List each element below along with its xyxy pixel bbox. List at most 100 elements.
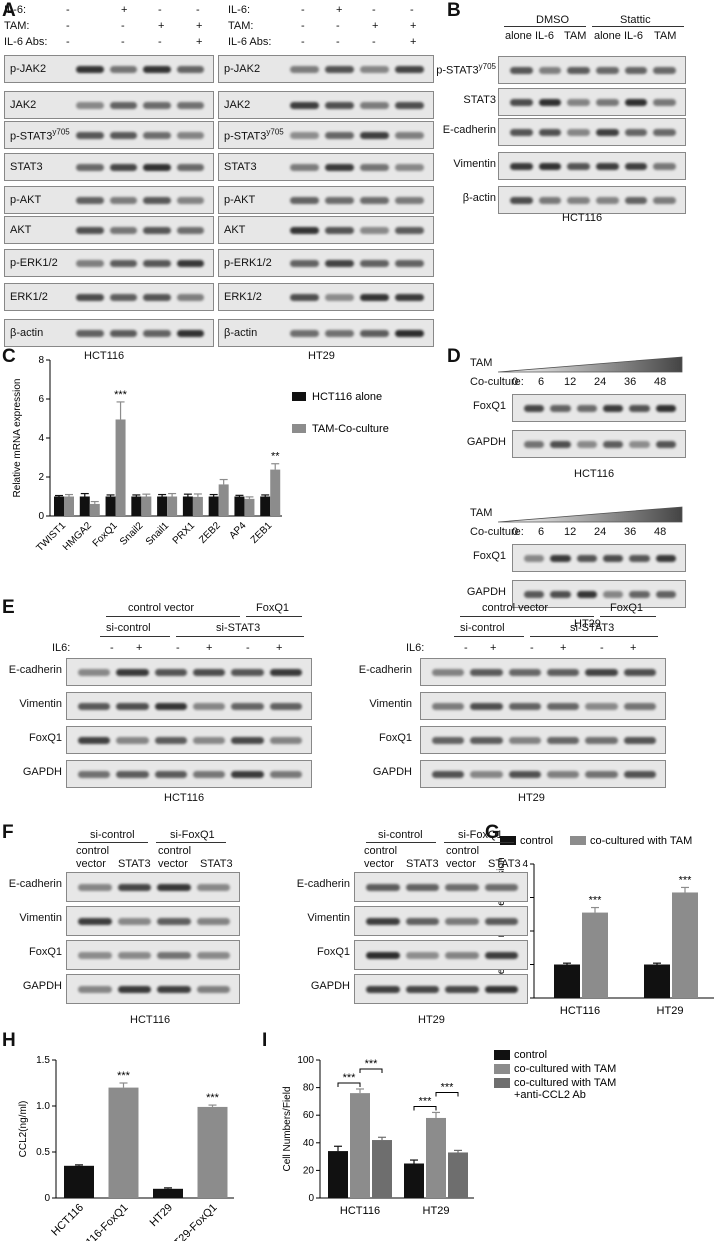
row-label-e-hct116-2: FoxQ1	[28, 732, 62, 744]
control-vector-label-e-ht29: control vector	[482, 602, 549, 614]
blot-band	[585, 668, 618, 676]
si-control-label-e-ht29: si-control	[460, 622, 505, 634]
blot-band	[109, 196, 137, 204]
blot-hct116-4: p-AKT	[4, 186, 214, 214]
blot-band	[655, 590, 676, 598]
bar-tam-co-culture	[244, 498, 255, 516]
il6-sign: +	[490, 642, 497, 654]
lane-label: TAM	[564, 30, 587, 42]
bar-co-cultured-with-tam	[672, 892, 698, 998]
significance-bracket	[413, 1105, 437, 1111]
blot-band	[76, 196, 104, 204]
group-label-stattic: Stattic	[620, 14, 651, 26]
blot-band	[231, 702, 264, 710]
y-axis-label: Cell Numbers/Field	[282, 1086, 293, 1171]
underline	[444, 842, 514, 843]
blot-band	[585, 770, 618, 778]
underline	[176, 636, 304, 637]
treatment-sign: -	[66, 4, 70, 16]
row-label-f-ht29-1: Vimentin	[307, 912, 350, 924]
blot-band	[76, 65, 104, 73]
panel-label-h: H	[2, 1030, 16, 1051]
blot-band	[395, 101, 424, 109]
blot-band	[470, 770, 503, 778]
significance-marker: ***	[679, 874, 693, 886]
blot-band	[290, 259, 319, 267]
blot-band	[524, 404, 545, 412]
phospho-site-superscript: y705	[478, 62, 496, 71]
bar	[108, 1087, 139, 1198]
lane-label-f: STAT3	[488, 858, 521, 870]
blot-band	[603, 554, 624, 562]
blot-band	[550, 440, 571, 448]
blot-band	[629, 554, 650, 562]
y-tick-label: 0	[308, 1193, 314, 1204]
underline	[530, 636, 658, 637]
blot-band	[623, 770, 656, 778]
foxq1-label-e-hct116: FoxQ1	[256, 602, 290, 614]
blot-band	[269, 736, 302, 744]
lane-label-f: STAT3	[118, 858, 151, 870]
blot-ht29-8: β-actin	[218, 319, 434, 347]
blot-band	[653, 162, 676, 170]
blot-band	[78, 702, 111, 710]
blot-band	[176, 329, 204, 337]
bar-tam-co-culture	[89, 503, 100, 516]
blot-hct116-3: STAT3	[4, 153, 214, 181]
lane-label: IL-6	[624, 30, 643, 42]
si-stat3-label-e-ht29: si-STAT3	[570, 622, 615, 634]
blot-band	[432, 736, 465, 744]
blot-hct116-7-label: ERK1/2	[10, 291, 48, 303]
legend-swatch	[494, 1050, 510, 1060]
blot-band	[567, 128, 590, 136]
bar-hct116-alone	[234, 496, 245, 516]
bar	[153, 1188, 183, 1198]
blot-band	[193, 736, 226, 744]
bar-tam-co-culture	[115, 419, 126, 516]
bar-tam-co-culture	[270, 469, 281, 516]
blot-band	[196, 883, 230, 891]
blot-band	[193, 702, 226, 710]
blot-band	[78, 951, 112, 959]
legend-label: +anti-CCL2 Ab	[514, 1089, 586, 1101]
blot-band	[196, 917, 230, 925]
blot-band	[547, 702, 580, 710]
row-label-d-ht29-0: FoxQ1	[472, 550, 506, 562]
row-label-f-hct116-3: GAPDH	[22, 980, 62, 992]
lane-label: alone	[505, 30, 532, 42]
lane-label: IL-6	[535, 30, 554, 42]
si-foxq1-label-f-hct116: si-FoxQ1	[170, 829, 215, 841]
y-tick-label: 2	[38, 472, 44, 483]
control-vector-label-e-hct116: control vector	[128, 602, 195, 614]
row-label-1: STAT3	[463, 94, 496, 106]
y-axis-label: CCL2(ng/ml)	[18, 1101, 29, 1158]
bar-hct116-alone	[208, 496, 219, 516]
row-label-f-hct116-0: E-cadherin	[8, 878, 62, 890]
blot-band	[623, 668, 656, 676]
y-tick-label: 4	[522, 859, 528, 870]
blot-band	[290, 101, 319, 109]
lane-label: alone	[594, 30, 621, 42]
blot-band	[623, 736, 656, 744]
underline	[460, 616, 594, 617]
blot-f-ht29-2	[354, 940, 528, 970]
tam-label-ht29: TAM	[470, 507, 493, 519]
blot-band	[78, 985, 112, 993]
treatment-sign: -	[121, 36, 125, 48]
bar-hct116-alone	[105, 496, 116, 516]
lane-label-f: STAT3	[406, 858, 439, 870]
row-label-2: E-cadherin	[442, 124, 496, 136]
row-label-3: Vimentin	[453, 158, 496, 170]
blot-hct116-8: β-actin	[4, 319, 214, 347]
blot-f-hct116-3	[66, 974, 240, 1004]
blot-band	[325, 101, 354, 109]
blot-b-1	[498, 88, 686, 116]
cell-line-caption-f-hct116: HCT116	[130, 1014, 171, 1026]
blot-band	[508, 770, 541, 778]
timepoint-label: 0	[512, 526, 519, 538]
blot-band	[395, 163, 424, 171]
timepoint-label: 6	[538, 526, 545, 538]
blot-band	[550, 590, 571, 598]
blot-band	[143, 101, 171, 109]
blot-e-ht29-1	[420, 692, 666, 720]
